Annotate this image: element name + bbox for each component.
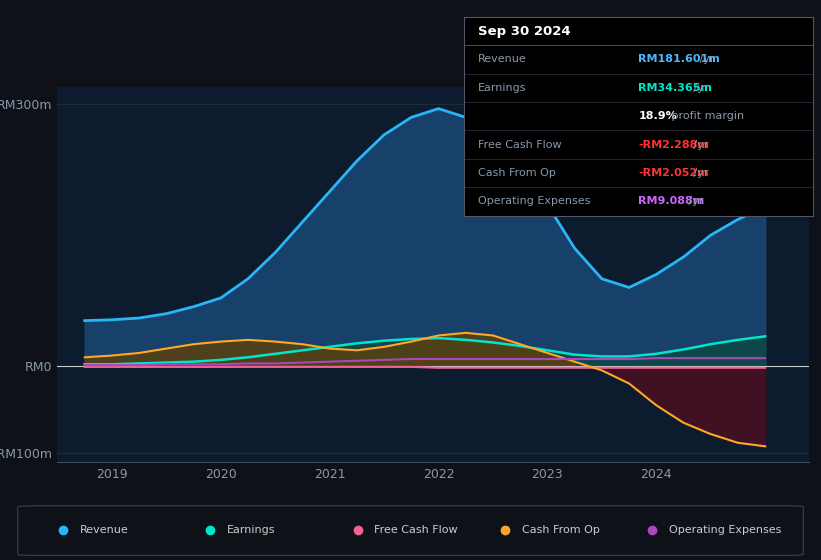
Text: Operating Expenses: Operating Expenses xyxy=(669,525,782,535)
Text: -RM2.288m: -RM2.288m xyxy=(639,139,709,150)
Text: /yr: /yr xyxy=(696,54,714,64)
Text: Sep 30 2024: Sep 30 2024 xyxy=(478,25,571,38)
Text: Earnings: Earnings xyxy=(478,83,526,93)
Text: 18.9%: 18.9% xyxy=(639,111,677,121)
Text: -RM2.052m: -RM2.052m xyxy=(639,168,709,178)
Text: /yr: /yr xyxy=(690,83,709,93)
Text: Revenue: Revenue xyxy=(80,525,128,535)
Text: profit margin: profit margin xyxy=(668,111,744,121)
Text: /yr: /yr xyxy=(690,139,709,150)
Text: RM9.088m: RM9.088m xyxy=(639,197,704,207)
Text: Earnings: Earnings xyxy=(227,525,276,535)
Text: RM34.365m: RM34.365m xyxy=(639,83,712,93)
Text: Cash From Op: Cash From Op xyxy=(478,168,556,178)
Text: Free Cash Flow: Free Cash Flow xyxy=(374,525,458,535)
Text: /yr: /yr xyxy=(690,168,709,178)
Text: Free Cash Flow: Free Cash Flow xyxy=(478,139,562,150)
Text: RM181.601m: RM181.601m xyxy=(639,54,720,64)
Text: Revenue: Revenue xyxy=(478,54,526,64)
Text: Operating Expenses: Operating Expenses xyxy=(478,197,590,207)
Text: Cash From Op: Cash From Op xyxy=(521,525,599,535)
Text: /yr: /yr xyxy=(685,197,704,207)
